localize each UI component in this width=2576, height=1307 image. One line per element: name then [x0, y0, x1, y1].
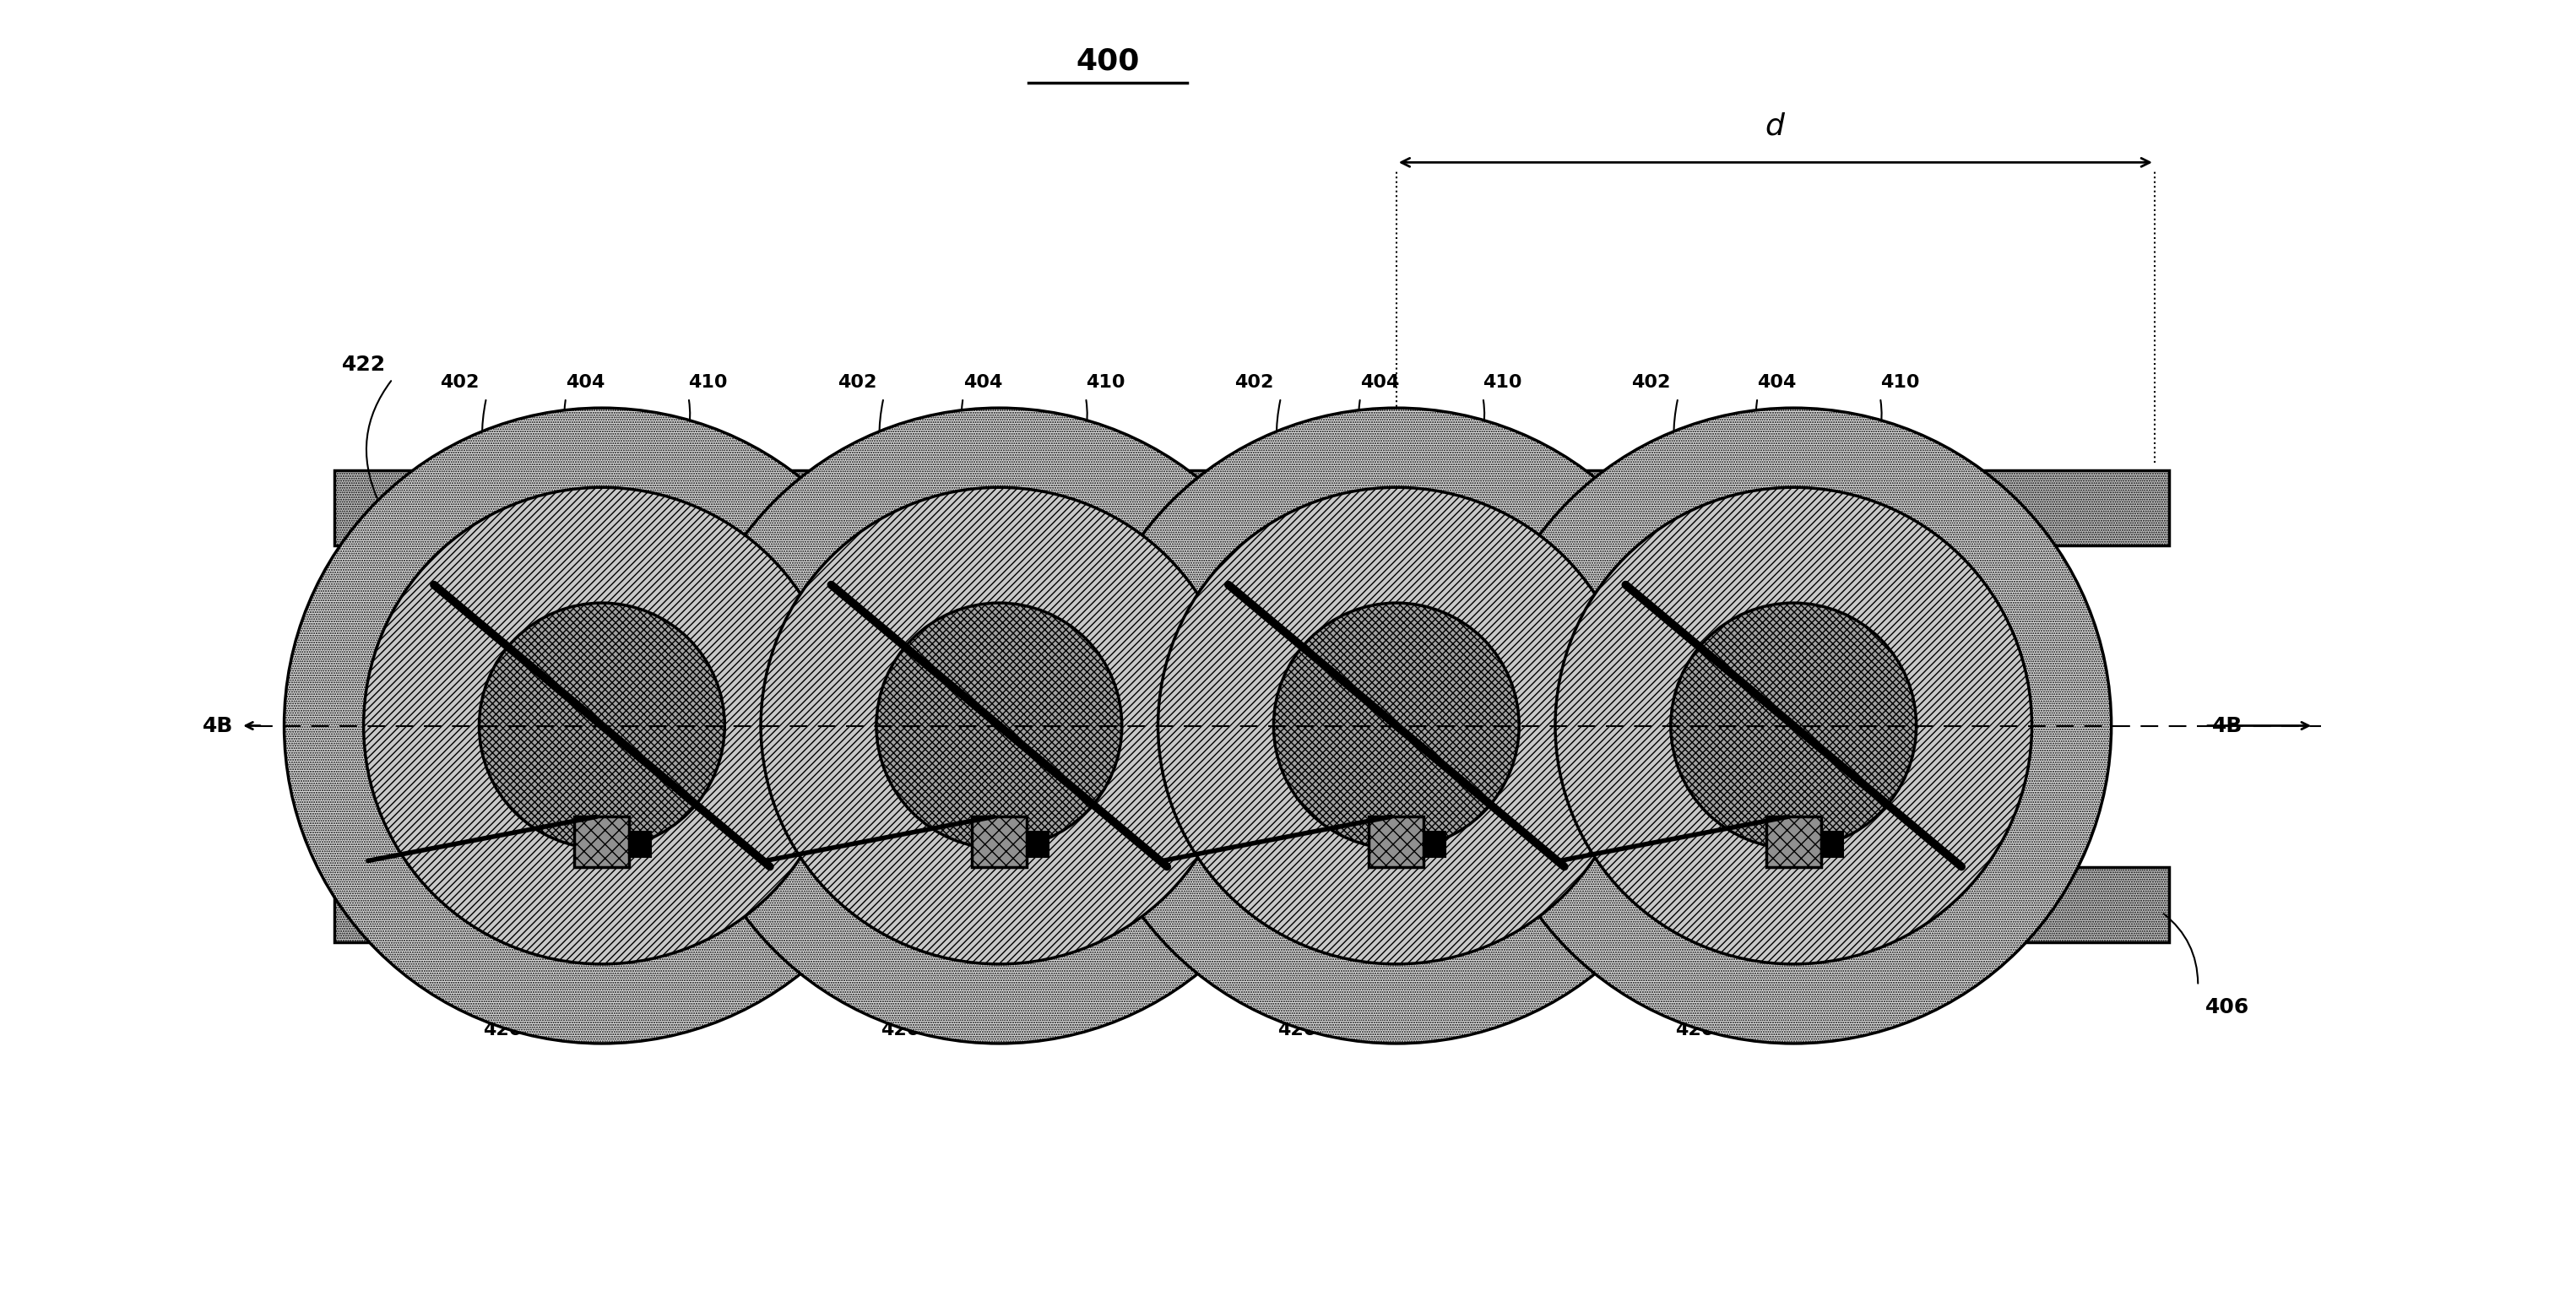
Text: 415: 415	[1448, 1008, 1486, 1025]
Circle shape	[479, 603, 724, 848]
Circle shape	[1476, 408, 2112, 1043]
Text: 420: 420	[1278, 1022, 1316, 1039]
Bar	[1821, 831, 1842, 857]
Circle shape	[283, 408, 920, 1043]
Text: 4B: 4B	[2213, 716, 2244, 736]
Text: 404: 404	[567, 374, 605, 391]
Bar	[1767, 817, 1821, 868]
Text: 4B: 4B	[204, 716, 234, 736]
Text: 410: 410	[1880, 374, 1919, 391]
Text: 400: 400	[1077, 47, 1139, 76]
Text: 406: 406	[2205, 997, 2249, 1018]
Text: 402: 402	[1631, 374, 1672, 391]
Text: 402: 402	[837, 374, 876, 391]
Text: 420: 420	[881, 1022, 920, 1039]
Text: 420: 420	[484, 1022, 523, 1039]
Circle shape	[760, 488, 1236, 965]
Text: 410: 410	[688, 374, 729, 391]
Text: 402: 402	[1234, 374, 1273, 391]
Circle shape	[1079, 408, 1713, 1043]
Circle shape	[1159, 488, 1636, 965]
Text: 402: 402	[440, 374, 479, 391]
Bar	[1425, 831, 1445, 857]
Text: 404: 404	[1360, 374, 1399, 391]
Bar	[335, 868, 2169, 942]
Circle shape	[363, 488, 840, 965]
Text: $d$: $d$	[1765, 112, 1785, 141]
Text: 415: 415	[652, 1008, 690, 1025]
Circle shape	[876, 603, 1123, 848]
Text: 410: 410	[1484, 374, 1522, 391]
Bar	[1368, 817, 1425, 868]
Text: 410: 410	[1084, 374, 1126, 391]
Text: 412: 412	[791, 580, 829, 597]
Text: 420: 420	[1674, 1022, 1713, 1039]
Text: 412: 412	[1584, 580, 1623, 597]
Circle shape	[1556, 488, 2032, 965]
Circle shape	[680, 408, 1316, 1043]
Bar	[629, 831, 652, 857]
Bar	[971, 817, 1028, 868]
Bar	[1028, 831, 1048, 857]
Text: 404: 404	[963, 374, 1002, 391]
Bar	[335, 471, 2169, 545]
Bar	[574, 817, 629, 868]
Text: 422: 422	[343, 354, 386, 375]
Text: 412: 412	[1188, 580, 1226, 597]
Text: 412: 412	[1981, 580, 2020, 597]
Circle shape	[1273, 603, 1520, 848]
Text: 415: 415	[1048, 1008, 1090, 1025]
Text: 404: 404	[1757, 374, 1795, 391]
Text: 415: 415	[1844, 1008, 1883, 1025]
Circle shape	[1672, 603, 1917, 848]
